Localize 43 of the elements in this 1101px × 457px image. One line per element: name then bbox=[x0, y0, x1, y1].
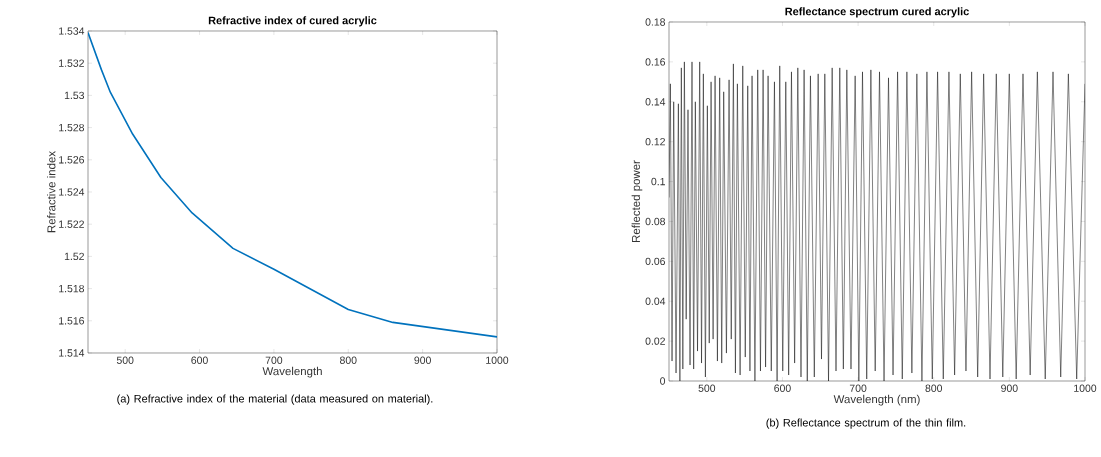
chart-title: Refractive index of cured acrylic bbox=[208, 16, 377, 27]
y-tick-label: 0.04 bbox=[645, 297, 666, 305]
x-tick-label: 700 bbox=[265, 356, 283, 364]
y-tick-label: 1.528 bbox=[59, 123, 85, 132]
y-tick-label: 0.06 bbox=[645, 257, 666, 266]
x-tick-label: 600 bbox=[774, 384, 791, 392]
line-series bbox=[88, 31, 497, 338]
line-series bbox=[669, 61, 1085, 381]
x-tick-label: 900 bbox=[1001, 384, 1018, 392]
y-tick-label: 1.52 bbox=[64, 252, 84, 261]
y-tick-label: 0.1 bbox=[651, 177, 665, 186]
y-tick-label: 0.14 bbox=[645, 98, 666, 106]
x-tick-label: 900 bbox=[414, 356, 431, 364]
x-axis-title: Wavelength bbox=[262, 366, 322, 378]
x-tick-label: 500 bbox=[116, 356, 134, 364]
y-tick-label: 0.02 bbox=[645, 337, 665, 345]
y-tick-label: 1.53 bbox=[64, 91, 85, 100]
x-tick-label: 1000 bbox=[486, 356, 509, 364]
y-tick-label: 1.526 bbox=[59, 156, 85, 164]
y-axis-title: Refractive index bbox=[47, 151, 56, 233]
y-tick-label: 1.516 bbox=[59, 317, 85, 325]
x-tick-label: 700 bbox=[849, 384, 867, 392]
y-axis-title: Reflected power bbox=[631, 160, 643, 242]
x-tick-label: 800 bbox=[925, 384, 943, 392]
x-tick-label: 600 bbox=[191, 356, 208, 364]
text: (a) Refractive index of the material (data measured on material). bbox=[117, 394, 433, 405]
text: (b) Reflectance spectrum of the thin film. bbox=[766, 418, 966, 429]
y-tick-label: 1.514 bbox=[59, 349, 85, 357]
x-tick-label: 800 bbox=[340, 356, 357, 364]
y-tick-label: 1.532 bbox=[59, 59, 84, 67]
chart-title: Reflectance spectrum cured acrylic bbox=[785, 7, 969, 18]
y-tick-label: 0.12 bbox=[645, 137, 665, 146]
y-tick-label: 1.518 bbox=[59, 284, 85, 293]
y-tick-label: 1.534 bbox=[59, 27, 85, 35]
y-tick-label: 0.18 bbox=[645, 18, 666, 26]
y-tick-label: 1.524 bbox=[59, 188, 85, 196]
y-tick-label: 0.16 bbox=[645, 58, 666, 66]
x-tick-label: 1000 bbox=[1074, 384, 1097, 392]
x-axis-title: Wavelength (nm) bbox=[833, 394, 920, 406]
y-tick-label: 0.08 bbox=[645, 217, 666, 226]
x-tick-label: 500 bbox=[698, 384, 716, 392]
y-tick-label: 1.522 bbox=[59, 220, 84, 228]
y-tick-label: 0 bbox=[660, 377, 666, 385]
